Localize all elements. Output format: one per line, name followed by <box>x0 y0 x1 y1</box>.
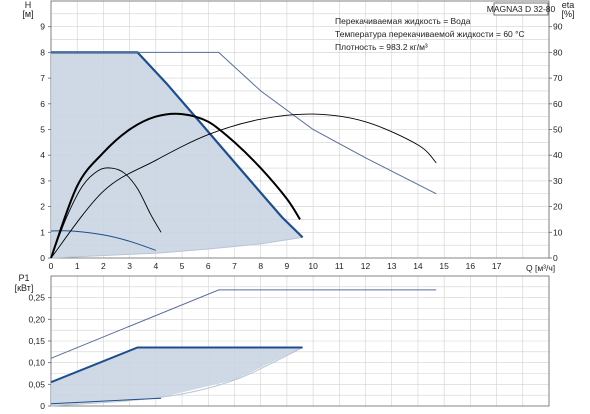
y-tick-label: 7 <box>40 73 45 83</box>
y-tick-label: 0,20 <box>28 314 45 324</box>
chart-title-box <box>493 2 549 16</box>
note-density: Плотность = 983.2 кг/м³ <box>335 42 428 52</box>
y-tick-label: 6 <box>40 99 45 109</box>
y-tick-label: 4 <box>40 150 45 160</box>
x-tick-label: 0 <box>49 261 54 271</box>
y2-tick-label: 50 <box>553 125 563 135</box>
head-curve-min <box>50 230 156 251</box>
x-tick-label: 13 <box>387 261 397 271</box>
head-curve-max-speed <box>51 51 437 195</box>
x-tick-label: 11 <box>335 261 344 271</box>
y-tick-label: 8 <box>40 47 45 57</box>
note-temperature: Температура перекачиваемой жидкости = 60… <box>335 29 525 39</box>
x-tick-label: 1 <box>75 261 80 271</box>
x-tick-label: 12 <box>361 261 371 271</box>
note-liquid: Перекачиваемая жидкость = Вода <box>335 16 471 26</box>
y-axis-label: H <box>25 0 32 10</box>
x-tick-label: 4 <box>153 261 158 271</box>
chart-title: MAGNA3 D 32-80 <box>487 4 556 14</box>
efficiency-curve-max <box>50 112 301 259</box>
y-tick-label: 0,05 <box>28 379 45 389</box>
power-y-axis-unit: [кВт] <box>15 283 34 293</box>
chart-labels: H [м] eta [%] MAGNA3 D 32-80 Перекачивае… <box>15 0 575 293</box>
power-curve-max <box>50 346 303 384</box>
x-tick-label: 2 <box>101 261 106 271</box>
x-tick-label: 17 <box>492 261 502 271</box>
y2-tick-label: 0 <box>553 253 558 263</box>
x-tick-label: 3 <box>127 261 132 271</box>
y-tick-label: 2 <box>40 202 45 212</box>
x-tick-label: 16 <box>466 261 476 271</box>
y-tick-label: 3 <box>40 176 45 186</box>
x-tick-label: 14 <box>413 261 423 271</box>
y2-tick-label: 90 <box>553 22 563 32</box>
efficiency-curve-min <box>50 167 162 259</box>
y2-tick-label: 20 <box>553 202 563 212</box>
y-tick-label: 0 <box>40 253 45 263</box>
x-tick-label: 5 <box>180 261 185 271</box>
y-tick-label: 0,25 <box>28 293 45 303</box>
power-y-axis-label: P1 <box>18 273 29 283</box>
y2-tick-label: 40 <box>553 150 563 160</box>
y-tick-label: 0,10 <box>28 358 45 368</box>
power-curve-max-speed <box>50 289 437 359</box>
operating-range-area <box>51 52 303 259</box>
min-speed-boundary <box>50 236 303 259</box>
y2-axis-label: eta <box>562 0 575 10</box>
head-curve-max <box>51 51 304 239</box>
y-tick-label: 0 <box>40 401 45 411</box>
y-axis-unit: [м] <box>22 9 33 19</box>
y-tick-label: 9 <box>40 22 45 32</box>
x-tick-label: 9 <box>285 261 290 271</box>
power-chart-plot <box>50 289 437 407</box>
efficiency-curve-max-speed <box>50 113 437 259</box>
x-tick-label: 10 <box>308 261 318 271</box>
y2-tick-label: 60 <box>553 99 563 109</box>
power-curve-min <box>50 397 162 405</box>
y-tick-label: 1 <box>40 227 45 237</box>
x-tick-label: 15 <box>439 261 449 271</box>
y-tick-label: 0,15 <box>28 336 45 346</box>
x-tick-label: 6 <box>206 261 211 271</box>
y-tick-label: 5 <box>40 125 45 135</box>
y2-axis-unit: [%] <box>561 9 574 19</box>
head-chart-plot <box>50 51 437 259</box>
y2-tick-label: 30 <box>553 176 563 186</box>
x-axis-label: Q [м³/ч] <box>526 263 555 273</box>
x-tick-label: 7 <box>232 261 237 271</box>
y2-tick-label: 70 <box>553 73 563 83</box>
x-tick-label: 8 <box>258 261 263 271</box>
power-min-boundary <box>50 347 303 407</box>
y2-tick-label: 80 <box>553 47 563 57</box>
y2-tick-label: 10 <box>553 227 563 237</box>
power-range-area <box>51 347 303 406</box>
